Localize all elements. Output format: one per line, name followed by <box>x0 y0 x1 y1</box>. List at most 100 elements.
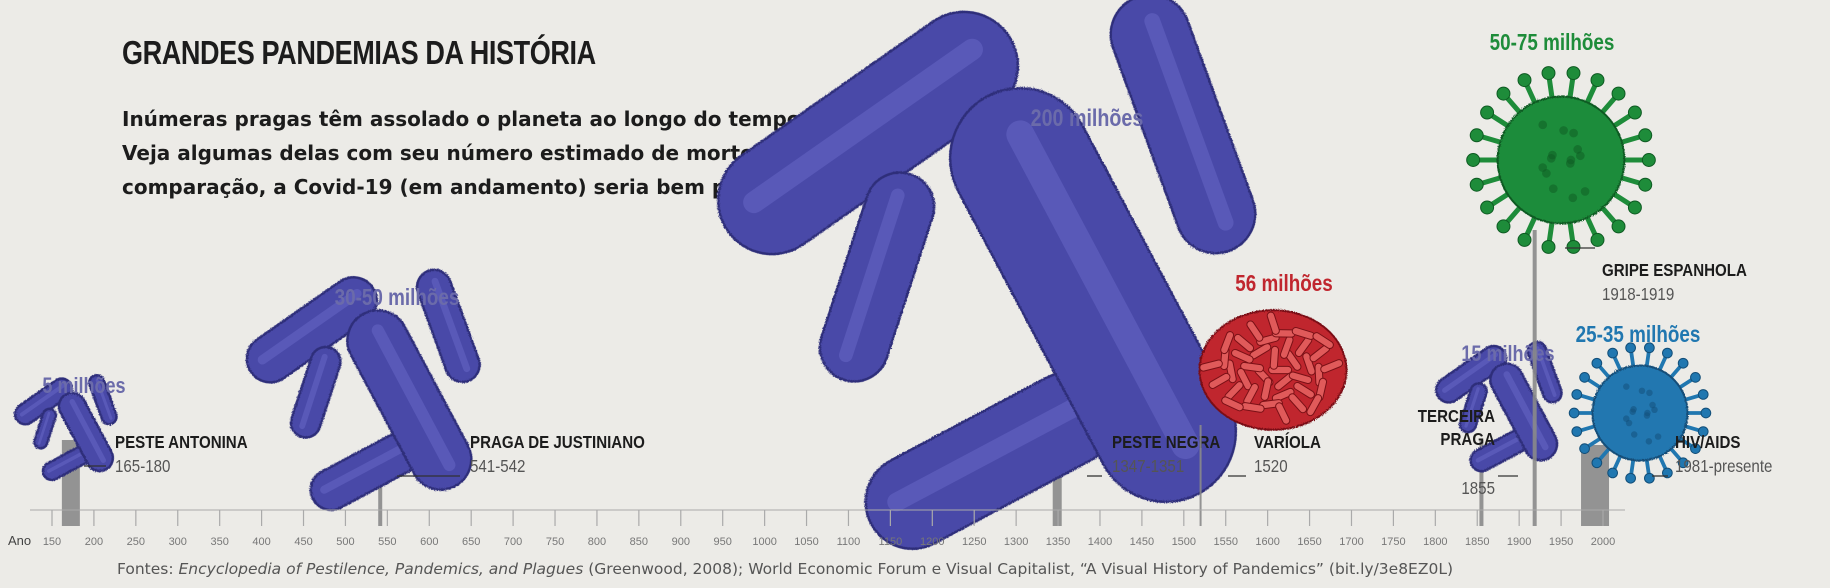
bacterium-highlight <box>1144 13 1234 231</box>
virus-spike-tip <box>1641 153 1656 167</box>
bacterium-highlight <box>299 353 328 430</box>
virus-texture <box>1630 406 1637 413</box>
virus-spike-tip <box>1517 232 1532 247</box>
pandemic-name-text: PESTE NEGRA <box>1112 432 1220 453</box>
cluster-rod <box>1302 352 1316 376</box>
tick-label: 1550 <box>1213 536 1237 548</box>
pandemic-name-text: TERCEIRA <box>1418 406 1495 427</box>
tick-label: 500 <box>336 536 354 548</box>
bacterium-highlight <box>37 411 51 445</box>
bacterium-highlight <box>47 451 85 473</box>
source-rest: (Greenwood, 2008); World Economic Forum … <box>583 560 1454 578</box>
tick-label: 350 <box>210 536 228 548</box>
virus-spike-tip <box>1607 347 1618 359</box>
cluster-rod <box>1246 320 1264 342</box>
subtitle-line-1: Inúmeras pragas têm assolado o planeta a… <box>122 107 809 131</box>
virus-icon <box>1466 66 1656 254</box>
tick-label: 1950 <box>1549 536 1573 548</box>
tick-label: 1050 <box>794 536 818 548</box>
pandemic-name: PESTE NEGRA <box>1112 432 1220 453</box>
tick-label: 800 <box>588 536 606 548</box>
cluster-rod <box>1199 359 1223 372</box>
tick-label: 550 <box>378 536 396 548</box>
pandemic-3: 200 milhões PESTE NEGRA 1347-1351 <box>716 0 1257 551</box>
virus-spike-tip <box>1638 177 1653 192</box>
bacterium-highlight <box>19 383 66 417</box>
bacterium-highlight <box>431 277 471 373</box>
virus-texture <box>1654 433 1662 440</box>
tick-label: 1100 <box>837 536 861 548</box>
tick-label: 1250 <box>962 536 986 548</box>
virus-spike-tip <box>1579 372 1590 383</box>
pandemic-7: 25-35 milhões HIV/AIDS 1981-presente <box>1568 322 1772 526</box>
virus-spike-tip <box>1517 73 1532 88</box>
pandemic-years: 1918-1919 <box>1602 284 1674 305</box>
tick-label: 1150 <box>879 536 903 548</box>
pandemic-years: 1347-1351 <box>1112 456 1184 477</box>
cluster-rod <box>1240 361 1265 373</box>
source-prefix: Fontes: <box>117 560 179 578</box>
tick-label: 700 <box>504 536 522 548</box>
virus-spike-tip <box>1469 128 1484 143</box>
tick-label: 1650 <box>1297 536 1321 548</box>
pandemic-4: 56 milhões VARÍOLA 1520 <box>1198 271 1348 526</box>
virus-body <box>1591 364 1689 462</box>
chart-subtitle: Inúmeras pragas têm assolado o planeta a… <box>122 102 842 204</box>
virus-texture <box>1538 163 1548 172</box>
virus-spike-tip <box>1566 66 1581 81</box>
virus-spike-tip <box>1480 105 1495 120</box>
tick-label: 400 <box>252 536 270 548</box>
virus-texture <box>1623 415 1630 422</box>
bacterium-highlight <box>95 378 113 420</box>
virus-cluster-icon <box>1198 309 1348 431</box>
virus-spike-tip <box>1697 426 1709 437</box>
tick-label: 300 <box>169 536 187 548</box>
tick-label: 2000 <box>1591 536 1615 548</box>
pandemic-years: 165-180 <box>115 456 170 477</box>
virus-texture <box>1548 150 1557 160</box>
virus-spike-tip <box>1590 232 1605 247</box>
pandemic-name-text: PRAGA DE JUSTINIANO <box>470 432 645 453</box>
tick-label: 750 <box>546 536 564 548</box>
virus-texture <box>1568 193 1578 203</box>
tick-label: 450 <box>294 536 312 548</box>
tick-label: 1350 <box>1046 536 1070 548</box>
tick-label: 1500 <box>1172 536 1196 548</box>
cluster-rod <box>1306 394 1323 417</box>
cluster-rod <box>1269 345 1280 370</box>
bacterium-highlight <box>1464 387 1480 428</box>
virus-spike-tip <box>1496 86 1511 101</box>
virus-texture <box>1576 151 1585 161</box>
virus-spike-tip <box>1590 73 1605 88</box>
virus-spike-tip <box>1644 472 1655 484</box>
bacterium-highlight <box>1503 371 1549 451</box>
cluster-rod <box>1221 396 1244 412</box>
bacterium-highlight <box>1475 435 1523 463</box>
virus-spike-tip <box>1627 105 1642 120</box>
virus-spike-tip <box>1662 347 1673 359</box>
pandemic-stem <box>1532 230 1537 526</box>
cluster-rod <box>1288 371 1313 385</box>
deaths-label: 50-75 milhões <box>1490 30 1615 55</box>
virus-spike-tip <box>1571 389 1583 400</box>
bacterium-highlight <box>257 288 362 365</box>
pandemic-stem <box>1199 425 1202 526</box>
bacterium-highlight <box>1442 352 1499 393</box>
virus-spike-tip <box>1627 200 1642 215</box>
virus-spike-tip <box>1611 86 1626 101</box>
bacteria-icon <box>245 268 481 512</box>
virus-spike-tip <box>1625 342 1636 354</box>
cluster-rod <box>1293 381 1315 399</box>
pandemic-stem <box>1479 440 1484 526</box>
pandemic-years: 541-542 <box>470 456 525 477</box>
tick-label: 250 <box>127 536 145 548</box>
virus-spike-tip <box>1496 219 1511 234</box>
cluster-rod <box>1208 372 1231 389</box>
chart-title: GRANDES PANDEMIAS DA HISTÓRIA <box>122 34 596 71</box>
virus-spike-tip <box>1690 443 1701 454</box>
cluster-rod <box>1220 331 1235 355</box>
bacterium-highlight <box>1535 346 1557 397</box>
pandemic-1: 5 milhões PESTE ANTONINA 165-180 <box>13 374 248 526</box>
